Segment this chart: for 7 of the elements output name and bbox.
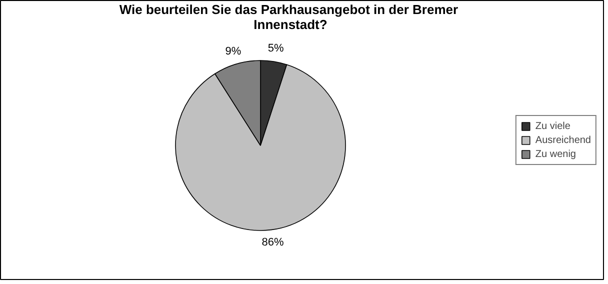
data-label: 9%	[225, 45, 242, 58]
data-label: 86%	[262, 236, 284, 249]
legend-label: Zu wenig	[535, 148, 576, 160]
data-label: 5%	[268, 42, 284, 55]
legend-label: Zu viele	[535, 120, 570, 132]
chart-title: Wie beurteilen Sie das Parkhausangebot in der Bremer Innenstadt?	[119, 2, 458, 32]
legend-label: Ausreichend	[535, 134, 591, 146]
